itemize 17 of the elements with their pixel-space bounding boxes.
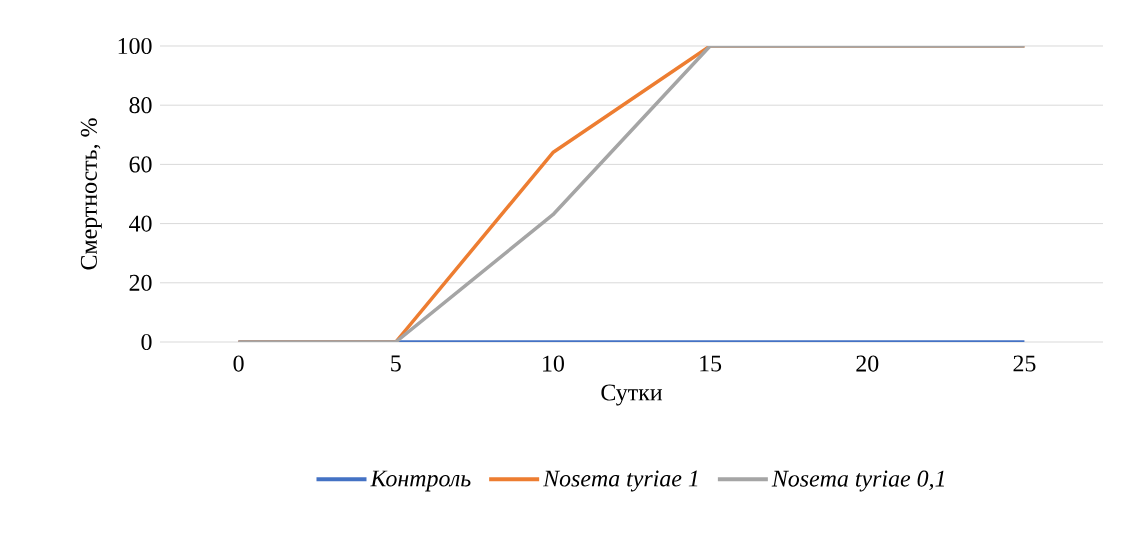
y-tick-label: 60 — [129, 156, 152, 173]
y-tick-label: 20 — [129, 274, 152, 291]
x-axis-title: Сутки — [601, 384, 663, 406]
legend-label: Nosema tyriae 1 — [542, 470, 698, 492]
y-tick-label: 100 — [118, 37, 152, 55]
legend-label: Nosema tyriae 0,1 — [771, 470, 944, 492]
x-tick-label: 15 — [700, 355, 722, 372]
x-tick-label: 25 — [1013, 355, 1036, 372]
legend-label: Контроль — [370, 470, 471, 492]
x-tick-label: 5 — [391, 355, 401, 372]
y-axis-title: Смертность, % — [80, 118, 102, 270]
y-tick-label: 40 — [129, 215, 152, 232]
y-tick-label: 0 — [141, 333, 152, 351]
x-tick-label: 10 — [543, 355, 564, 372]
x-tick-label: 20 — [856, 355, 879, 372]
x-tick-label: 0 — [233, 355, 244, 372]
y-tick-label: 80 — [129, 97, 152, 114]
